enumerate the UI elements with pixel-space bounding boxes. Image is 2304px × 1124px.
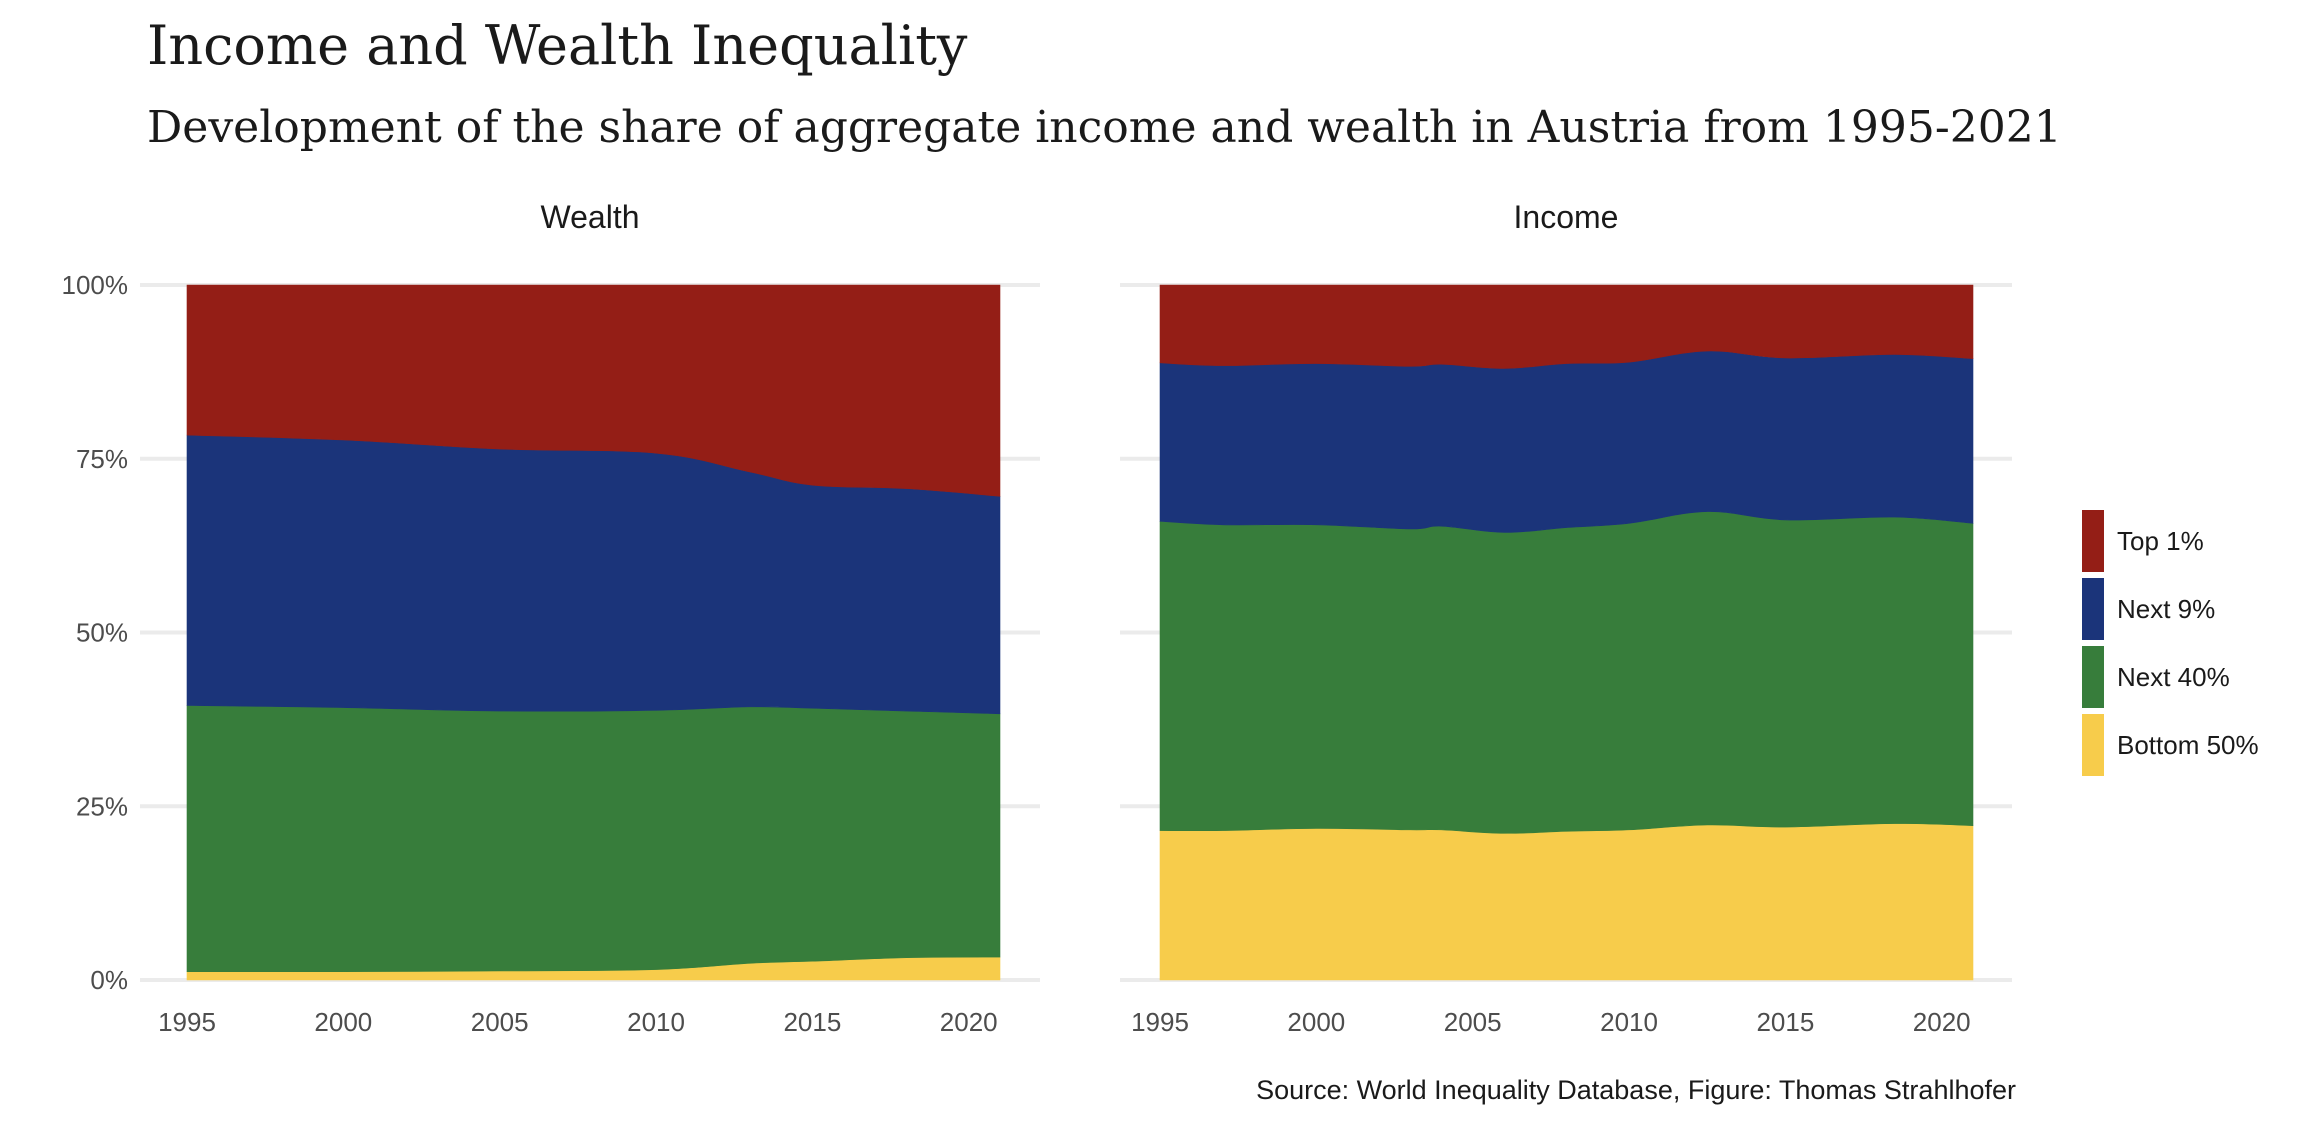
facet-title: Income — [1514, 199, 1619, 235]
chart-title: Income and Wealth Inequality — [147, 14, 968, 77]
y-tick-label: 25% — [76, 791, 128, 821]
x-tick-label: 2015 — [1756, 1007, 1814, 1037]
legend-label: Next 9% — [2117, 594, 2215, 624]
legend-key-next-9 — [2082, 578, 2104, 640]
area-series-next-40 — [1159, 511, 1974, 834]
legend-label: Bottom 50% — [2117, 730, 2259, 760]
area-series-top-1 — [186, 284, 1001, 497]
area-series-bottom-50 — [1159, 823, 1974, 981]
x-tick-label: 2015 — [783, 1007, 841, 1037]
x-tick-label: 2005 — [1444, 1007, 1502, 1037]
legend-key-next-40 — [2082, 646, 2104, 708]
legend-label: Top 1% — [2117, 526, 2204, 556]
facet-title: Wealth — [540, 199, 639, 235]
legend-key-bottom-50 — [2082, 714, 2104, 776]
x-tick-label: 1995 — [158, 1007, 216, 1037]
chart-caption: Source: World Inequality Database, Figur… — [1256, 1075, 2016, 1105]
x-tick-label: 1995 — [1131, 1007, 1189, 1037]
area-series-top-1 — [1159, 284, 1974, 369]
area-series-next-9 — [1159, 350, 1974, 533]
legend-key-top-1 — [2082, 510, 2104, 572]
legend-label: Next 40% — [2117, 662, 2230, 692]
x-tick-label: 2010 — [627, 1007, 685, 1037]
x-tick-label: 2000 — [314, 1007, 372, 1037]
x-tick-label: 2010 — [1600, 1007, 1658, 1037]
x-tick-label: 2005 — [471, 1007, 529, 1037]
chart-subtitle: Development of the share of aggregate in… — [147, 102, 2062, 153]
y-tick-label: 100% — [62, 270, 129, 300]
y-tick-label: 50% — [76, 618, 128, 648]
x-tick-label: 2020 — [1913, 1007, 1971, 1037]
x-tick-label: 2020 — [940, 1007, 998, 1037]
y-tick-label: 75% — [76, 444, 128, 474]
y-tick-label: 0% — [90, 965, 128, 995]
area-series-next-40 — [186, 705, 1001, 973]
x-tick-label: 2000 — [1287, 1007, 1345, 1037]
